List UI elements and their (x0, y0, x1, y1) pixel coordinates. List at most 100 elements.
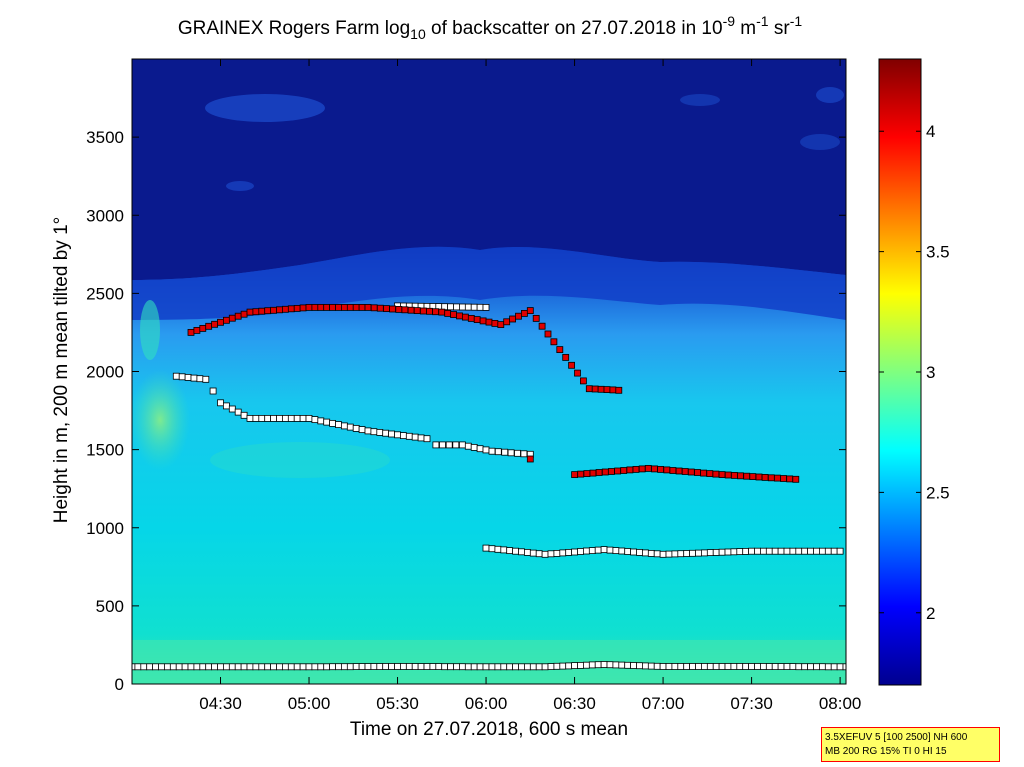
marker-4 (152, 663, 160, 671)
marker-132 (234, 408, 242, 416)
marker-99 (712, 663, 720, 670)
marker-48 (411, 663, 419, 670)
marker-40 (364, 663, 372, 670)
marker-311 (503, 318, 511, 326)
marker-46 (399, 663, 407, 670)
marker-6 (163, 663, 171, 671)
marker-41 (370, 663, 378, 670)
y-tick-label-2: 1000 (86, 519, 124, 538)
marker-36 (340, 663, 348, 671)
marker-220 (712, 549, 720, 556)
marker-365 (780, 475, 787, 482)
marker-151 (346, 423, 354, 431)
marker-279 (311, 303, 319, 311)
marker-31 (311, 663, 319, 671)
marker-336 (601, 468, 609, 476)
marker-138 (270, 414, 278, 422)
marker-351 (694, 469, 701, 476)
marker-54 (447, 663, 455, 671)
marker-238 (819, 547, 826, 555)
marker-197 (577, 548, 584, 555)
marker-118 (824, 663, 832, 671)
info-line-1: 3.5XEFUV 5 [100 2500] NH 600 (825, 732, 968, 743)
marker-100 (718, 663, 726, 670)
marker-207 (636, 549, 643, 556)
marker-145 (311, 416, 319, 424)
marker-140 (281, 414, 289, 422)
marker-241 (836, 547, 844, 555)
x-axis-label: Time on 27.07.2018, 600 s mean (350, 719, 628, 740)
marker-283 (335, 303, 342, 311)
marker-147 (323, 418, 331, 426)
marker-363 (767, 474, 775, 482)
marker-176 (501, 448, 509, 456)
marker-33 (323, 663, 331, 671)
marker-21 (252, 663, 260, 671)
marker-232 (783, 547, 791, 555)
marker-181 (482, 544, 490, 552)
marker-150 (340, 422, 348, 430)
marker-222 (724, 548, 732, 556)
marker-149 (335, 421, 342, 429)
marker-77 (583, 661, 590, 669)
marker-167 (445, 441, 453, 449)
marker-318 (544, 330, 552, 338)
marker-120 (836, 663, 844, 671)
marker-206 (630, 548, 637, 556)
marker-2 (140, 663, 148, 671)
marker-273 (276, 306, 283, 314)
marker-262 (211, 320, 219, 328)
marker-204 (618, 547, 626, 555)
marker-91 (665, 663, 673, 670)
marker-359 (743, 472, 751, 480)
marker-271 (264, 307, 272, 315)
marker-362 (761, 473, 769, 481)
marker-49 (417, 663, 425, 670)
marker-349 (681, 468, 689, 475)
marker-11 (193, 663, 201, 671)
marker-320 (556, 346, 564, 354)
cb-tick-label-3: 3.5 (926, 243, 950, 262)
title-log-base: 10 (410, 26, 426, 42)
marker-110 (777, 663, 785, 670)
x-tick-label-2: 05:30 (376, 694, 419, 713)
marker-357 (731, 471, 738, 479)
marker-310 (497, 321, 505, 329)
marker-45 (394, 663, 401, 670)
marker-334 (589, 469, 597, 477)
marker-292 (389, 305, 397, 313)
marker-361 (755, 473, 763, 481)
marker-98 (706, 663, 714, 670)
marker-96 (695, 663, 702, 670)
marker-112 (789, 663, 797, 670)
marker-163 (417, 434, 425, 442)
marker-56 (458, 663, 466, 671)
title-middle: of backscatter on 27.07.2018 in 10 (426, 18, 723, 39)
marker-25 (276, 663, 283, 671)
marker-101 (724, 663, 732, 670)
marker-328 (603, 386, 611, 394)
marker-148 (329, 419, 337, 427)
marker-183 (494, 545, 502, 553)
marker-231 (777, 547, 785, 555)
x-tick-label-0: 04:30 (199, 694, 242, 713)
marker-299 (432, 308, 440, 316)
marker-294 (401, 306, 409, 314)
marker-146 (317, 417, 325, 425)
marker-278 (305, 303, 313, 311)
marker-124 (184, 373, 192, 381)
marker-298 (426, 307, 433, 315)
marker-106 (754, 663, 761, 670)
marker-122 (172, 372, 180, 380)
marker-169 (458, 441, 466, 449)
marker-178 (514, 449, 521, 457)
marker-212 (665, 550, 673, 558)
title-unit2: sr (769, 18, 791, 39)
marker-340 (626, 466, 634, 474)
marker-345 (657, 465, 664, 473)
marker-153 (358, 426, 366, 434)
marker-263 (217, 318, 224, 326)
marker-142 (293, 414, 301, 422)
marker-209 (647, 550, 655, 557)
